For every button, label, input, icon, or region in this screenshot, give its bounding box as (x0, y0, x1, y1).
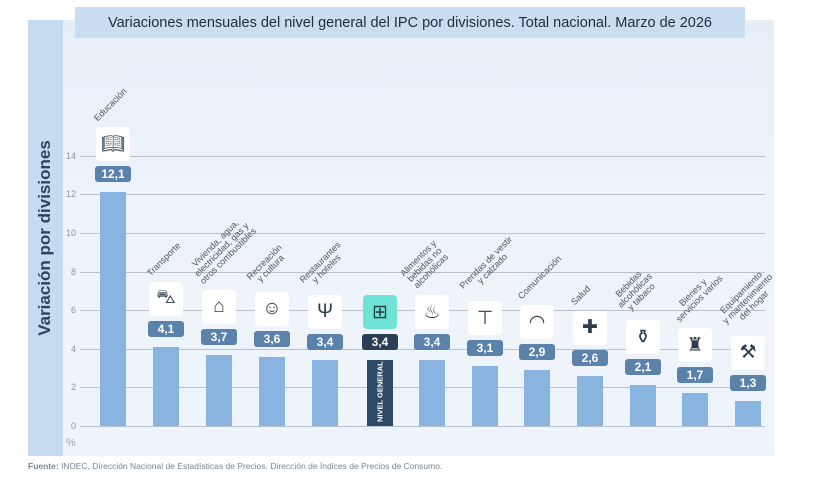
bottle-icon: ⚱ (626, 320, 660, 355)
restaurant-icon: Ψ (308, 295, 342, 330)
source-label: Fuente: (28, 461, 59, 471)
shirt-icon: ⊤ (468, 301, 502, 336)
bar (153, 346, 179, 426)
bar (577, 375, 603, 426)
y-axis-strip (28, 20, 63, 456)
bar (100, 192, 126, 426)
data-label: 2,6 (572, 349, 608, 366)
bar (419, 360, 445, 426)
plus-icon: ✚ (573, 310, 607, 345)
theater-icon: ☺ (255, 291, 289, 326)
bar (312, 360, 338, 426)
y-tick-label: 10 (65, 228, 76, 238)
data-label: 4,1 (148, 320, 184, 337)
bar (259, 356, 285, 426)
bar (524, 370, 550, 426)
data-label: 3,1 (467, 340, 503, 357)
y-axis-label: Variación por divisiones (35, 140, 54, 336)
house-icon: ⌂ (202, 289, 236, 324)
bar (735, 400, 761, 426)
data-label: 3,4 (362, 334, 398, 351)
y-tick-label: 6 (70, 305, 76, 316)
source-text: INDEC, Dirección Nacional de Estadística… (58, 461, 443, 471)
food-icon: ♨ (415, 295, 449, 330)
data-label: 3,7 (201, 328, 237, 345)
gridline (80, 271, 765, 273)
bar-label-nivel-general: NIVEL GENERAL (375, 361, 385, 422)
gridline (80, 426, 765, 427)
chart-panel (28, 20, 774, 456)
bar-nivel-general: NIVEL GENERAL (367, 360, 393, 426)
bar (682, 393, 708, 426)
y-tick-label: 0 (70, 421, 76, 431)
bar (472, 366, 498, 426)
unit-label: % (66, 437, 76, 449)
chart-title: Variaciones mensuales del nivel general … (75, 7, 745, 38)
bar (206, 354, 232, 426)
y-tick-label: 8 (70, 266, 76, 277)
gridline (80, 155, 765, 157)
data-label: 3,4 (307, 334, 343, 351)
y-tick-label: 14 (65, 150, 76, 161)
y-tick-label: 2 (70, 382, 76, 393)
data-label: 2,9 (519, 344, 555, 361)
basket-icon: ⊞ (363, 295, 397, 330)
gridline (80, 194, 765, 196)
data-label: 3,6 (254, 330, 290, 347)
data-label: 12,1 (95, 166, 131, 183)
data-label: 1,3 (730, 374, 766, 391)
source-note: Fuente: INDEC, Dirección Nacional de Est… (28, 461, 442, 471)
y-tick-label: 4 (70, 343, 76, 354)
wifi-icon: ◠ (520, 305, 554, 340)
gridline (80, 233, 765, 234)
book-icon: 📖︎ (96, 127, 130, 162)
data-label: 1,7 (677, 367, 713, 384)
y-tick-label: 12 (65, 189, 76, 200)
car-icon: ⛍ (149, 281, 183, 316)
spray-icon: ♜ (678, 328, 712, 363)
tools-icon: ⚒ (731, 335, 765, 370)
data-label: 2,1 (625, 359, 661, 376)
bar (630, 385, 656, 426)
data-label: 3,4 (414, 334, 450, 351)
